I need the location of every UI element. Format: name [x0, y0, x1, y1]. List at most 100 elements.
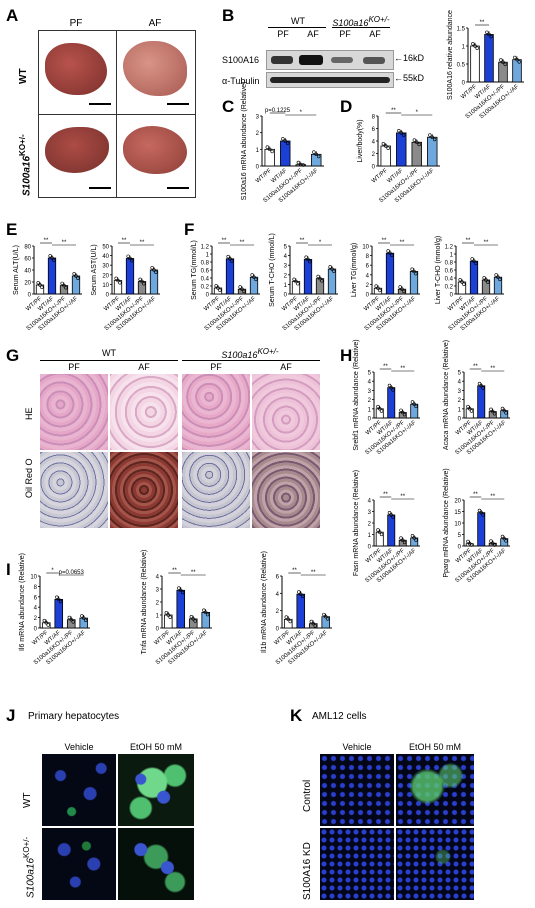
data-point	[474, 261, 478, 266]
data-point	[417, 142, 421, 147]
y-tick-label: 5	[284, 245, 288, 251]
y-tick-label: 6	[34, 595, 38, 601]
data-point	[500, 534, 505, 539]
data-point	[391, 515, 395, 519]
bar	[280, 140, 291, 167]
y-tick-label: 0	[28, 293, 32, 299]
data-point	[202, 608, 206, 612]
data-point	[292, 277, 296, 282]
y-axis-label: Serum TG(mmol/L)	[191, 240, 198, 300]
bar	[457, 281, 467, 295]
data-point	[414, 271, 418, 276]
blot-lane-pf: PF	[339, 29, 351, 39]
bar	[477, 385, 486, 419]
y-tick-label: 0	[458, 417, 462, 423]
significance-label: **	[466, 238, 471, 244]
y-tick-label: 0.5	[457, 63, 466, 69]
data-point	[268, 147, 272, 152]
data-point	[415, 140, 419, 144]
data-point	[410, 400, 415, 404]
blot-kd-16: ←16kD	[394, 53, 425, 63]
data-point	[374, 284, 378, 288]
y-tick-label: 3	[284, 264, 288, 270]
y-tick-label: 0	[284, 293, 288, 299]
panel-a-col-af: AF	[148, 18, 162, 29]
data-point	[57, 597, 61, 602]
data-point	[471, 42, 475, 46]
data-point	[152, 268, 156, 272]
data-point	[489, 407, 493, 412]
y-tick-label: 1.5	[457, 27, 466, 33]
data-point	[504, 411, 508, 415]
data-point	[320, 279, 324, 283]
y-tick-label: 2	[458, 398, 462, 404]
data-point	[284, 615, 289, 619]
y-tick-label: 5	[368, 371, 372, 377]
data-point	[328, 265, 332, 269]
blot-band-s100a16-label: S100A16	[222, 55, 260, 65]
y-axis-label: Pparg mRNA abundance (Relative)	[443, 468, 450, 577]
scale-bar	[89, 103, 111, 105]
significance-label: **	[140, 240, 145, 246]
liver-photo-wt-pf	[45, 43, 107, 95]
data-point	[254, 277, 258, 282]
y-tick-label: 0	[462, 81, 466, 87]
data-point	[378, 530, 382, 534]
y-tick-label: 6	[372, 127, 376, 133]
data-point	[46, 623, 50, 627]
data-point	[517, 60, 521, 64]
histo-he-wt-af	[110, 374, 178, 450]
data-point	[250, 273, 254, 277]
data-point	[388, 251, 392, 255]
data-point	[414, 538, 418, 542]
y-axis-label: Srebf1 mRNA abundance (Relative)	[353, 339, 360, 450]
data-point	[189, 614, 194, 619]
data-point	[384, 144, 388, 148]
panel-label-a: A	[6, 6, 19, 25]
y-tick-label: 40	[24, 269, 31, 275]
data-point	[168, 615, 172, 619]
y-tick-label: 0.2	[445, 285, 454, 291]
data-point	[42, 618, 47, 623]
data-point	[504, 539, 508, 543]
bar	[296, 593, 306, 629]
data-point	[469, 543, 474, 547]
blot-kd-55: ←55kD	[394, 73, 425, 83]
y-axis-label: Liver T-CHO (mmol/g)	[435, 236, 442, 304]
data-point	[378, 288, 382, 293]
bar	[264, 148, 275, 167]
data-point	[489, 34, 493, 39]
data-point	[491, 541, 495, 545]
data-point	[166, 613, 170, 617]
bar	[410, 403, 419, 419]
blot-lane-pf: PF	[277, 29, 289, 39]
data-point	[294, 279, 298, 284]
data-point	[489, 539, 493, 543]
if-image-wt-etoh	[118, 754, 194, 826]
bar	[484, 34, 494, 83]
panel-a-col-pf: PF	[69, 18, 83, 29]
data-point	[265, 145, 270, 149]
data-point	[481, 386, 485, 390]
data-point	[58, 599, 63, 604]
data-point	[38, 283, 42, 287]
y-tick-label: 2	[34, 616, 38, 622]
data-point	[116, 278, 120, 283]
data-point	[324, 615, 328, 619]
data-point	[398, 285, 402, 289]
bar	[137, 281, 147, 295]
data-point	[379, 532, 384, 537]
data-point	[126, 254, 130, 258]
bar	[469, 260, 479, 295]
data-point	[179, 588, 183, 592]
data-point	[193, 619, 197, 623]
histo-row-he: HE	[24, 407, 34, 420]
y-tick-label: 0	[366, 293, 370, 299]
y-tick-label: 1	[368, 407, 372, 413]
y-tick-label: 4	[368, 499, 372, 505]
data-point	[389, 385, 393, 390]
data-point	[322, 612, 326, 617]
liver-photo-ko-af	[123, 126, 187, 174]
scale-bar	[167, 103, 189, 105]
